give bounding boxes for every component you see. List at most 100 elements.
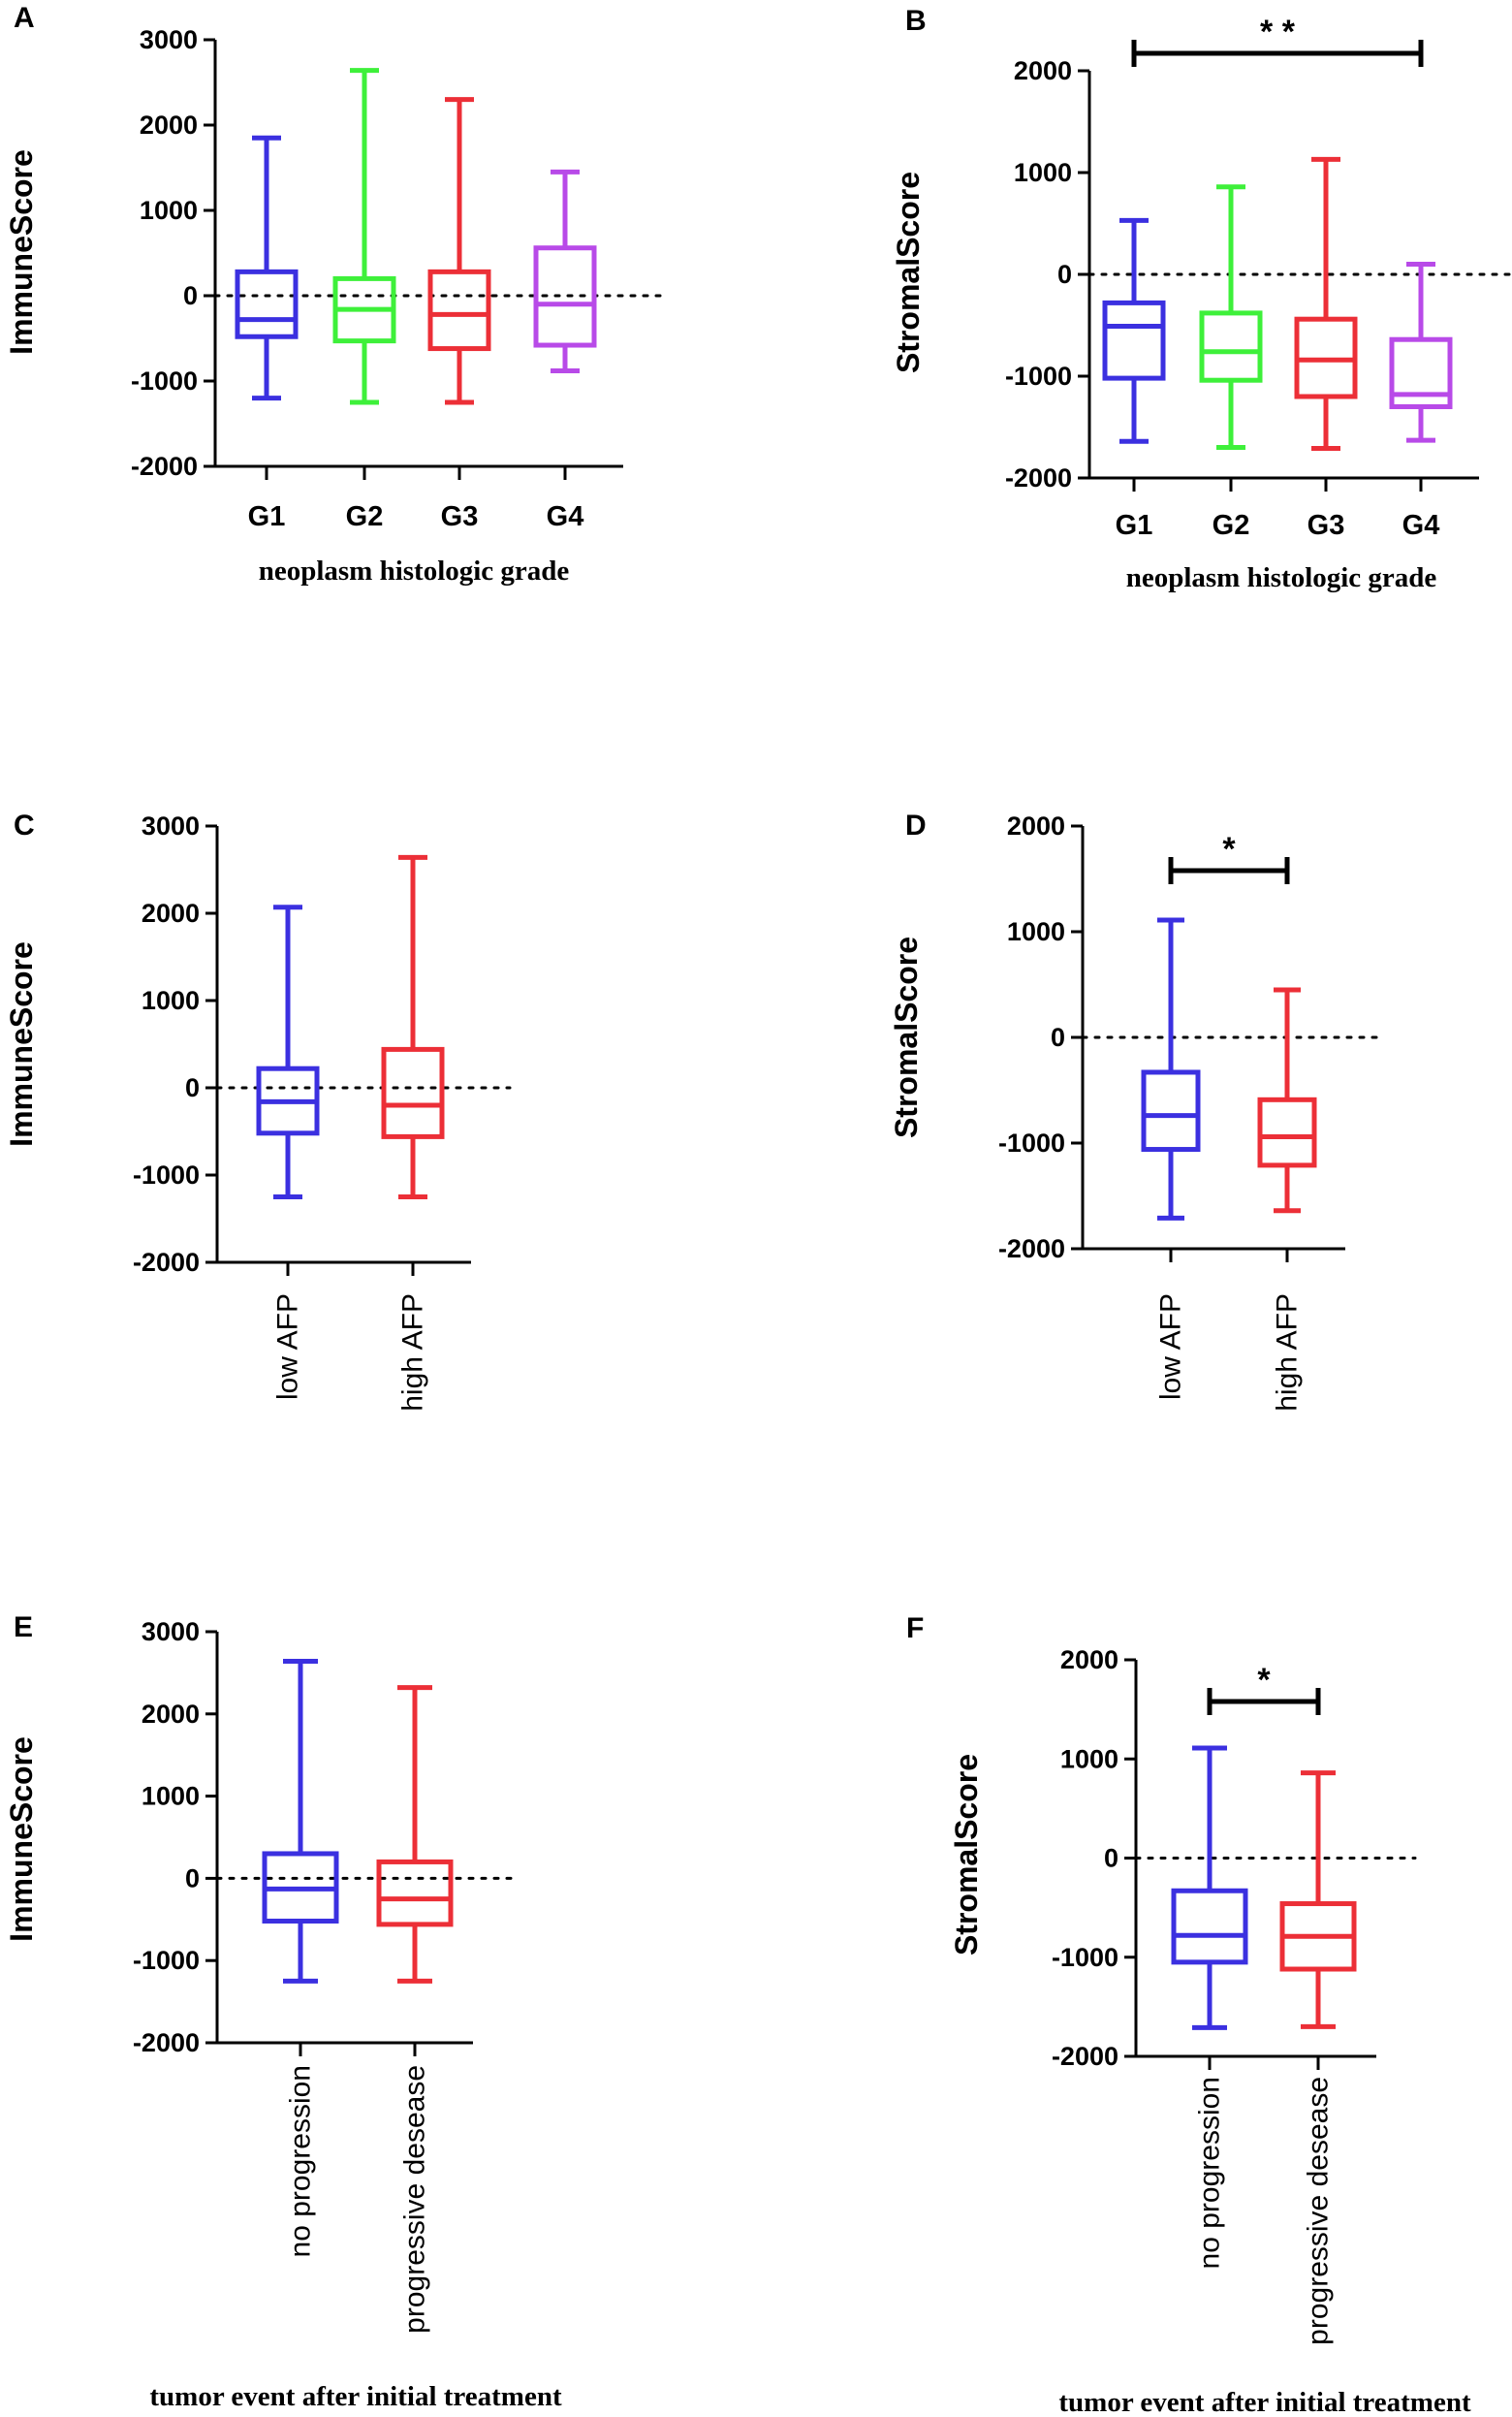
panel-d: D StromalScore 2000 1000 0 -1000 -2000 low AFP h… [889, 810, 1386, 1412]
y-tick-label: -2000 [1052, 2042, 1118, 2071]
y-tick-label: 0 [1051, 1023, 1065, 1052]
box-iqr [1199, 310, 1263, 383]
y-tick-label: -2000 [133, 2028, 200, 2057]
box-0 [235, 135, 299, 401]
box-0 [256, 905, 320, 1199]
y-tick-label: 1000 [142, 1782, 200, 1811]
significance-label: * * [1260, 14, 1296, 50]
x-axis-title: tumor event after initial treatment [149, 2381, 562, 2412]
x-tick-label: G1 [1116, 510, 1153, 541]
panel-label: F [906, 1612, 924, 1644]
x-axis-title: tumor event after initial treatment [1058, 2387, 1471, 2417]
y-axis-title: ImmuneScore [4, 1736, 39, 1942]
box-iqr [1141, 1069, 1201, 1153]
y-axis-title: StromalScore [949, 1754, 984, 1956]
box-1 [381, 854, 445, 1199]
box-0 [1171, 1745, 1248, 2030]
panel-label: C [14, 810, 35, 842]
box-1 [1257, 987, 1317, 1214]
box-2 [1294, 156, 1358, 452]
y-axis-title: StromalScore [889, 937, 924, 1138]
box-iqr [1389, 336, 1453, 410]
panel-label: D [905, 810, 927, 842]
y-tick-label: 1000 [1014, 158, 1072, 187]
y-tick-label: 0 [185, 1073, 200, 1102]
x-tick-label: G3 [441, 501, 479, 532]
box-iqr [1171, 1888, 1248, 1965]
panel-e: E ImmuneScore 3000 2000 1000 0 -1000 -2000 no pr… [4, 1611, 562, 2412]
y-tick-label: 1000 [1060, 1744, 1118, 1773]
box-iqr [376, 1859, 454, 1927]
y-tick-label: 1000 [142, 986, 200, 1015]
x-tick-label: G1 [248, 501, 286, 532]
x-tick-label: progressive desease [399, 2065, 431, 2334]
panel-label: B [905, 5, 927, 37]
y-tick-label: 0 [183, 281, 198, 310]
box-iqr [235, 269, 299, 339]
y-tick-label: 2000 [142, 899, 200, 928]
y-tick-label: 2000 [1060, 1645, 1118, 1674]
x-tick-label: high AFP [397, 1293, 429, 1412]
y-tick-label: -2000 [998, 1234, 1065, 1263]
panel-f: F StromalScore 2000 1000 0 -1000 -2000 no progr… [906, 1612, 1471, 2417]
y-tick-label: 0 [1057, 260, 1072, 289]
y-tick-label: 2000 [1014, 56, 1072, 85]
y-tick-label: 2000 [1007, 811, 1065, 841]
y-axis-title: ImmuneScore [4, 149, 39, 355]
y-tick-label: 3000 [142, 1617, 200, 1646]
box-3 [1389, 262, 1453, 443]
panel-a: A ImmuneScore 3000 2000 1000 0 -1000 -2000 G1 G2 G… [4, 2, 664, 587]
box-iqr [533, 245, 597, 348]
x-tick-label: progressive desease [1303, 2077, 1335, 2345]
y-axis-title: ImmuneScore [4, 941, 39, 1147]
y-tick-label: 3000 [142, 811, 200, 841]
y-tick-label: -2000 [133, 1248, 200, 1277]
x-tick-label: high AFP [1272, 1293, 1304, 1412]
box-3 [533, 169, 597, 373]
y-tick-label: -2000 [131, 452, 198, 481]
box-1 [1199, 184, 1263, 450]
panel-b: B StromalScore 2000 1000 0 -1000 -2000 G1 G2 G3 G4… [891, 5, 1512, 593]
x-tick-label: G3 [1307, 510, 1345, 541]
box-2 [427, 97, 491, 405]
x-tick-label: G4 [547, 501, 584, 532]
panel-label: A [14, 2, 35, 34]
box-iqr [381, 1046, 445, 1139]
y-tick-label: 1000 [140, 196, 198, 225]
panel-label: E [14, 1611, 33, 1643]
box-iqr [1102, 300, 1166, 381]
x-tick-label: G4 [1402, 510, 1440, 541]
significance-label: * [1222, 831, 1236, 868]
box-0 [262, 1659, 339, 1984]
y-tick-label: -1000 [131, 366, 198, 396]
box-0 [1141, 917, 1201, 1221]
x-axis-title: neoplasm histologic grade [259, 556, 570, 587]
y-tick-label: -1000 [998, 1129, 1065, 1158]
x-axis-title: neoplasm histologic grade [1126, 562, 1437, 593]
y-tick-label: 0 [1104, 1844, 1118, 1873]
y-tick-label: 0 [185, 1863, 200, 1892]
y-tick-label: 1000 [1007, 917, 1065, 946]
box-iqr [427, 269, 491, 352]
x-tick-label: no progression [285, 2065, 317, 2257]
y-tick-label: -1000 [133, 1161, 200, 1190]
x-tick-label: no progression [1194, 2077, 1226, 2269]
x-tick-label: G2 [1213, 510, 1250, 541]
box-0 [1102, 217, 1166, 444]
box-iqr [1257, 1097, 1317, 1168]
box-1 [332, 68, 396, 405]
x-tick-label: low AFP [1155, 1293, 1187, 1400]
panel-c: C ImmuneScore 3000 2000 1000 0 -1000 -2000 low A… [4, 810, 512, 1412]
y-tick-label: -1000 [1052, 1943, 1118, 1972]
significance-label: * [1257, 1662, 1271, 1699]
box-1 [376, 1685, 454, 1984]
y-tick-label: 3000 [140, 25, 198, 54]
y-tick-label: -1000 [1005, 362, 1072, 391]
y-tick-label: 2000 [140, 111, 198, 140]
y-tick-label: 2000 [142, 1700, 200, 1729]
x-tick-label: G2 [346, 501, 384, 532]
x-tick-label: low AFP [272, 1293, 304, 1400]
y-tick-label: -1000 [133, 1946, 200, 1975]
y-tick-label: -2000 [1005, 463, 1072, 493]
